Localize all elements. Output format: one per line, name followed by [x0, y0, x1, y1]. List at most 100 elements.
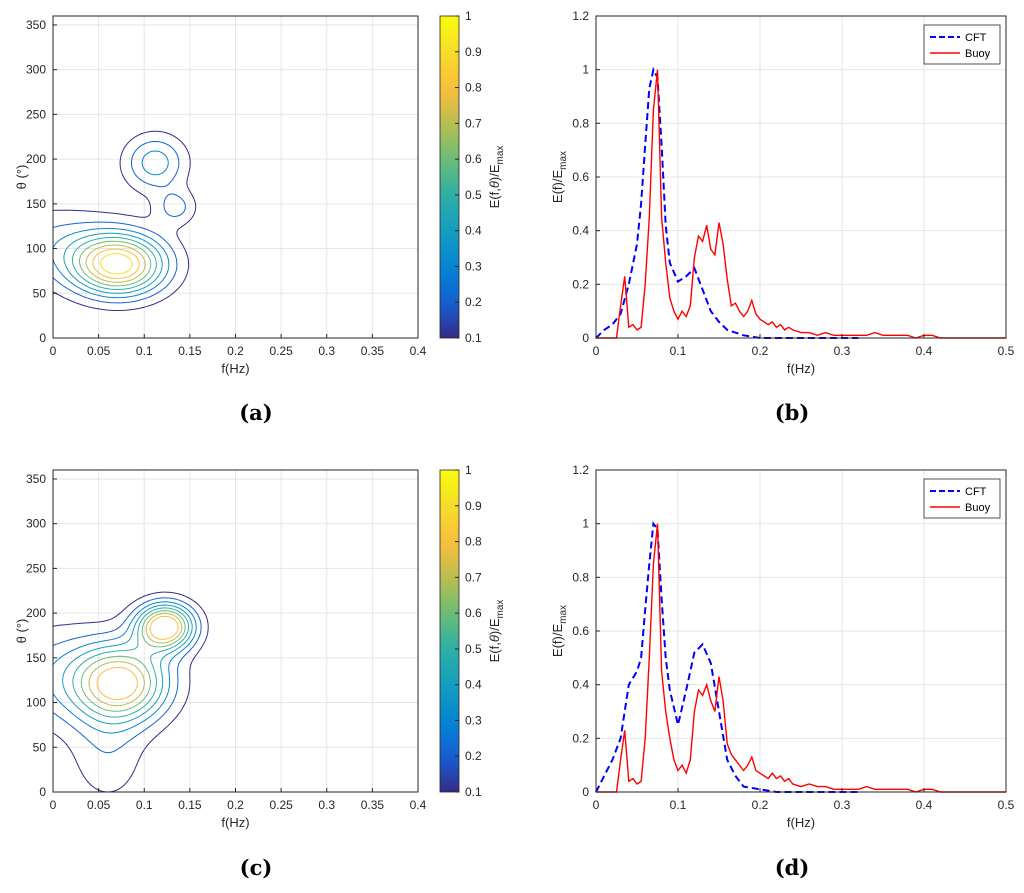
contour-level-0.5 [71, 236, 157, 290]
colorbar-label-sub: max [495, 600, 506, 619]
y-tick-label: 0 [582, 785, 589, 799]
contour-level-0.2 [53, 597, 202, 754]
y-axis-label: E(f)/Emax [550, 605, 569, 657]
y-axis-label-main: E(f)/E [550, 624, 565, 658]
x-axis-label: f(Hz) [787, 361, 815, 376]
x-tick-label: 0.5 [998, 344, 1015, 358]
y-tick-label: 0.8 [572, 570, 589, 584]
y-tick-label: 250 [26, 561, 46, 575]
series-line-cft [595, 521, 859, 793]
colorbar-label: E(f,θ)/Emax [487, 600, 506, 663]
panel-b: 0 0.1 0.2 0.3 0.4 0.5 0 0.2 0.4 0.6 0.8 1 1.2 f(Hz) (b… [550, 9, 1015, 425]
contour-level-0.1 [53, 130, 197, 311]
x-axis-label: f(Hz) [221, 361, 249, 376]
y-axis-label-sub: max [558, 605, 569, 624]
contour-level-0.4 [62, 604, 193, 725]
x-tick-label: 0.4 [916, 798, 933, 812]
y-axis-label: θ (°) [14, 619, 29, 644]
y-tick-label: 350 [26, 18, 46, 32]
y-tick-label: 250 [26, 107, 46, 121]
y-axis-label: θ (°) [14, 165, 29, 190]
colorbar-tick-label: 0.9 [465, 499, 482, 513]
colorbar-label: E(f,θ)/Emax [487, 146, 506, 209]
y-tick-label: 0 [39, 785, 46, 799]
panel-caption: (d) [775, 855, 810, 880]
panel-d: 0 0.1 0.2 0.3 0.4 0.5 0 0.2 0.4 0.6 0.8 1 1.2 f(Hz) (d… [550, 463, 1015, 880]
contour-level-0.8 [96, 615, 179, 701]
panel-caption: (b) [775, 400, 810, 425]
legend-box [923, 478, 1001, 519]
x-axis-label: f(Hz) [221, 815, 249, 830]
colorbar-tick-label: 0.5 [465, 642, 482, 656]
x-tick-label: 0.1 [670, 344, 687, 358]
contour-level-0.2 [53, 141, 186, 304]
colorbar-tick-label: 0.3 [465, 713, 482, 727]
y-tick-label: 0 [582, 331, 589, 345]
contour-level-0.3 [53, 150, 170, 299]
panel-a: 0 0.05 0.1 0.15 0.2 0.25 0.3 0.35 0.4 0 50 100 150 20… [14, 9, 506, 425]
contour-level-0.3 [53, 601, 197, 734]
colorbar-tick-label: 0.2 [465, 749, 482, 763]
y-tick-label: 1.2 [572, 9, 589, 23]
x-tick-label: 0.2 [227, 344, 244, 358]
colorbar-tick-label: 0.5 [465, 188, 482, 202]
x-tick-label: 0 [593, 344, 600, 358]
colorbar [439, 469, 460, 793]
legend-label: Buoy [965, 502, 991, 514]
colorbar-label-main: E(f, [487, 642, 502, 662]
y-tick-label: 100 [26, 242, 46, 256]
y-tick-label: 0.2 [572, 731, 589, 745]
x-tick-label: 0.3 [834, 798, 851, 812]
legend-label: Buoy [965, 48, 991, 60]
x-tick-label: 0.1 [670, 798, 687, 812]
x-tick-label: 0.25 [269, 344, 293, 358]
legend-label: CFT [965, 486, 987, 498]
y-tick-label: 0.6 [572, 624, 589, 638]
colorbar-tick-label: 0.9 [465, 45, 482, 59]
y-tick-label: 200 [26, 606, 46, 620]
y-tick-label: 0.6 [572, 170, 589, 184]
x-tick-label: 0 [50, 798, 57, 812]
x-tick-label: 0.35 [361, 798, 385, 812]
contour-level-0.6 [80, 610, 186, 712]
y-tick-label: 50 [33, 286, 47, 300]
y-tick-label: 1 [582, 517, 589, 531]
colorbar-tick-label: 0.8 [465, 81, 482, 95]
colorbar-tick-label: 1 [465, 9, 472, 23]
contour-level-0.8 [92, 248, 140, 279]
x-tick-label: 0.5 [998, 798, 1015, 812]
colorbar [439, 15, 460, 339]
y-tick-label: 1 [582, 63, 589, 77]
panel-caption: (a) [239, 400, 272, 425]
colorbar-label-sub: max [495, 146, 506, 165]
colorbar-tick-label: 0.2 [465, 295, 482, 309]
y-tick-label: 150 [26, 651, 46, 665]
contour-level-0.9 [100, 253, 133, 275]
x-tick-label: 0.35 [361, 344, 385, 358]
colorbar-tick-label: 0.3 [465, 259, 482, 273]
colorbar-label-theta: θ [487, 635, 502, 642]
x-tick-label: 0.05 [87, 344, 111, 358]
x-tick-label: 0.2 [752, 344, 769, 358]
x-tick-label: 0.3 [834, 344, 851, 358]
y-axis-label: E(f)/Emax [550, 151, 569, 203]
x-tick-label: 0.3 [318, 798, 335, 812]
x-tick-label: 0.25 [269, 798, 293, 812]
panel-c: 0 0.05 0.1 0.15 0.2 0.25 0.3 0.35 0.4 0 50 100 150 20… [14, 463, 506, 880]
legend-label: CFT [965, 32, 987, 44]
y-tick-label: 300 [26, 517, 46, 531]
contour-level-0.5 [72, 607, 190, 718]
y-tick-label: 350 [26, 472, 46, 486]
x-tick-label: 0.3 [318, 344, 335, 358]
x-tick-label: 0.2 [752, 798, 769, 812]
y-tick-label: 200 [26, 152, 46, 166]
colorbar-tick-label: 0.4 [465, 678, 482, 692]
panel-caption: (c) [240, 855, 273, 880]
y-tick-label: 1.2 [572, 463, 589, 477]
x-tick-label: 0.15 [178, 344, 202, 358]
x-tick-label: 0.1 [136, 344, 153, 358]
y-tick-label: 150 [26, 197, 46, 211]
y-tick-label: 0.4 [572, 224, 589, 238]
x-tick-label: 0.05 [87, 798, 111, 812]
